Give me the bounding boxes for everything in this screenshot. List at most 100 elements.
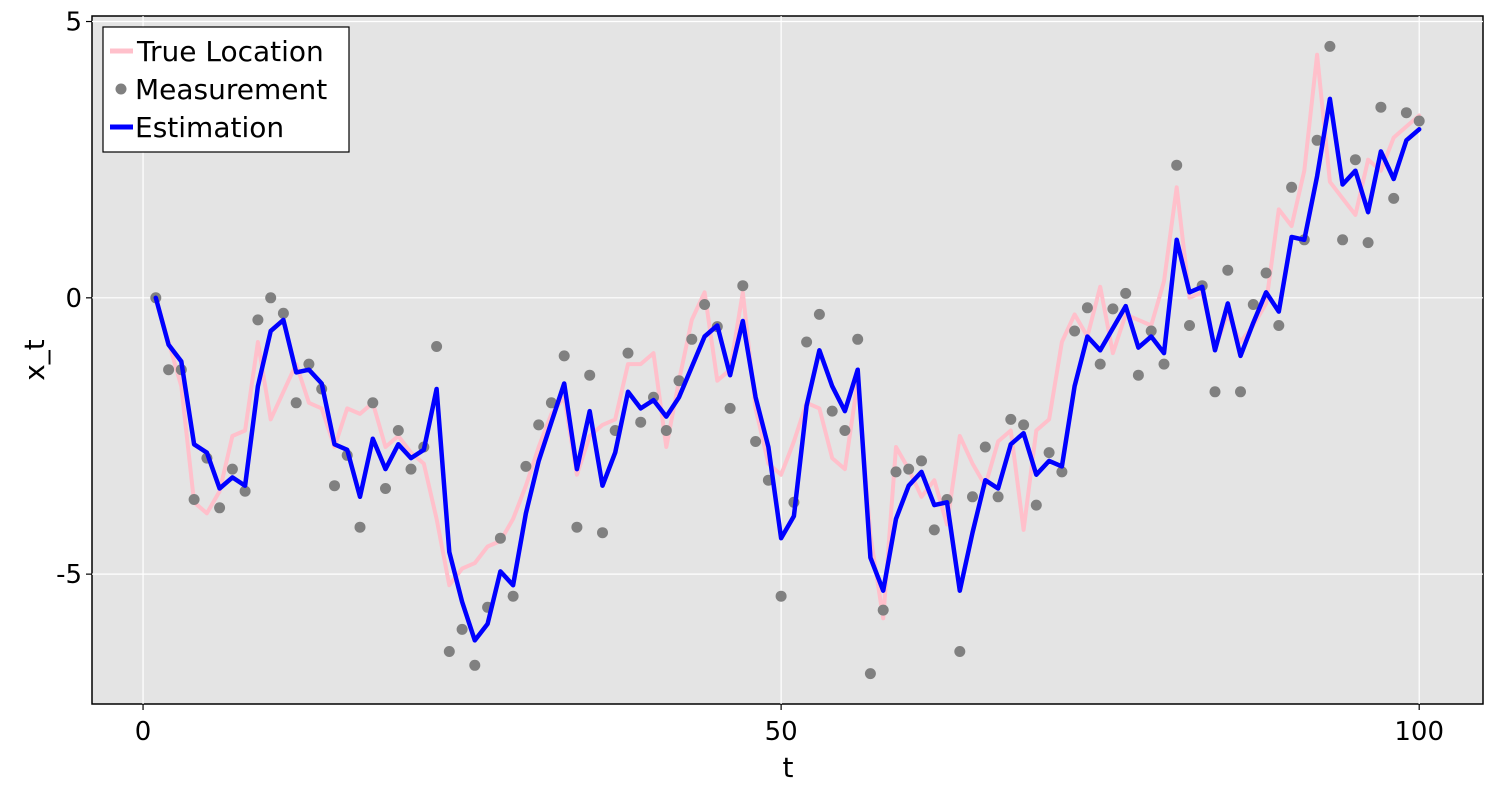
measurement-point [877, 604, 889, 616]
measurement-point [813, 308, 825, 320]
measurement-point [967, 491, 978, 503]
x-tick-label: 100 [1394, 717, 1444, 747]
measurement-point [354, 521, 366, 533]
legend-swatch-measurement [115, 83, 127, 95]
measurement-point [1222, 264, 1234, 276]
measurement-point [954, 646, 966, 657]
measurement-point [1171, 159, 1183, 171]
measurement-point [1209, 386, 1221, 398]
x-tick-label: 0 [135, 717, 152, 747]
measurement-point [890, 466, 902, 478]
measurement-point [1324, 40, 1336, 52]
measurement-point [928, 524, 940, 536]
legend-label-true-location: True Location [136, 35, 324, 68]
measurement-point [1107, 303, 1119, 315]
measurement-point [303, 358, 315, 370]
measurement-point [545, 397, 557, 409]
measurement-point [188, 494, 200, 505]
measurement-point [1132, 369, 1144, 381]
measurement-point [635, 416, 647, 428]
x-axis-title: t [783, 751, 794, 784]
measurement-point [1349, 154, 1361, 166]
measurement-point [903, 463, 915, 475]
measurement-point [277, 307, 289, 319]
measurement-point [1375, 101, 1387, 113]
measurement-point [1260, 267, 1272, 279]
measurement-point [979, 441, 991, 453]
measurement-point [839, 425, 851, 436]
measurement-point [1094, 358, 1106, 370]
y-tick-label: -5 [56, 560, 82, 590]
measurement-point [1030, 499, 1042, 511]
measurement-point [507, 590, 519, 602]
measurement-point [1005, 413, 1017, 425]
legend-label-measurement: Measurement [135, 73, 327, 106]
measurement-point [801, 336, 813, 348]
series-layer [150, 40, 1425, 680]
measurement-point [571, 521, 583, 533]
measurement-point [660, 425, 672, 436]
measurement-point [392, 425, 404, 436]
measurement-point [1400, 107, 1412, 119]
legend-box [102, 26, 350, 153]
measurement-point [405, 463, 417, 475]
measurement-point [1184, 320, 1195, 331]
measurement-point [431, 341, 443, 352]
measurement-point [252, 314, 264, 326]
measurement-point [699, 299, 711, 310]
measurement-point [1273, 320, 1285, 331]
measurement-point [520, 460, 532, 472]
y-tick-label: 5 [65, 8, 82, 38]
measurement-point [992, 491, 1004, 503]
measurement-point [597, 527, 608, 539]
measurement-point [1388, 192, 1400, 204]
measurement-point [686, 333, 698, 345]
series-line-estimation [153, 96, 1422, 643]
measurement-point [775, 590, 787, 602]
measurement-point [558, 350, 570, 362]
measurement-point [469, 659, 481, 671]
measurement-point [622, 347, 634, 359]
measurement-point [1069, 325, 1081, 337]
measurement-point [226, 463, 238, 475]
measurement-point [214, 502, 226, 514]
measurement-point [1120, 287, 1132, 299]
measurement-point [1081, 302, 1093, 314]
measurement-point [1145, 325, 1157, 337]
measurement-point [584, 369, 596, 381]
measurement-point [724, 402, 736, 414]
measurement-point [1043, 447, 1055, 459]
measurement-point [163, 364, 175, 376]
measurement-point [329, 480, 340, 492]
measurement-point [826, 405, 838, 417]
measurement-point [265, 292, 277, 304]
measurement-point [1286, 181, 1298, 193]
y-tick-label: 0 [65, 284, 82, 314]
measurement-point [750, 436, 762, 447]
measurement-point [1018, 419, 1030, 431]
measurement-point [673, 375, 685, 387]
measurement-point [852, 333, 864, 345]
measurement-point [916, 455, 927, 467]
measurement-point [380, 483, 391, 494]
legend-label-estimation: Estimation [135, 111, 284, 144]
measurement-point [494, 532, 506, 544]
measurement-point [1337, 234, 1349, 246]
measurement-point [443, 646, 455, 657]
y-axis-title: x_t [18, 339, 51, 381]
legend: True Location Measurement Estimation [102, 26, 350, 153]
measurement-point [456, 623, 468, 635]
measurement-point [864, 668, 876, 680]
measurement-point [1413, 115, 1425, 127]
measurement-point [367, 397, 379, 409]
measurement-point [1362, 237, 1374, 249]
measurement-point [1247, 299, 1259, 310]
measurement-point [737, 280, 749, 292]
measurement-point [239, 485, 251, 497]
measurement-point [1311, 134, 1323, 146]
measurement-point [1056, 466, 1068, 478]
measurement-point [533, 419, 545, 431]
measurement-point [1235, 386, 1246, 398]
